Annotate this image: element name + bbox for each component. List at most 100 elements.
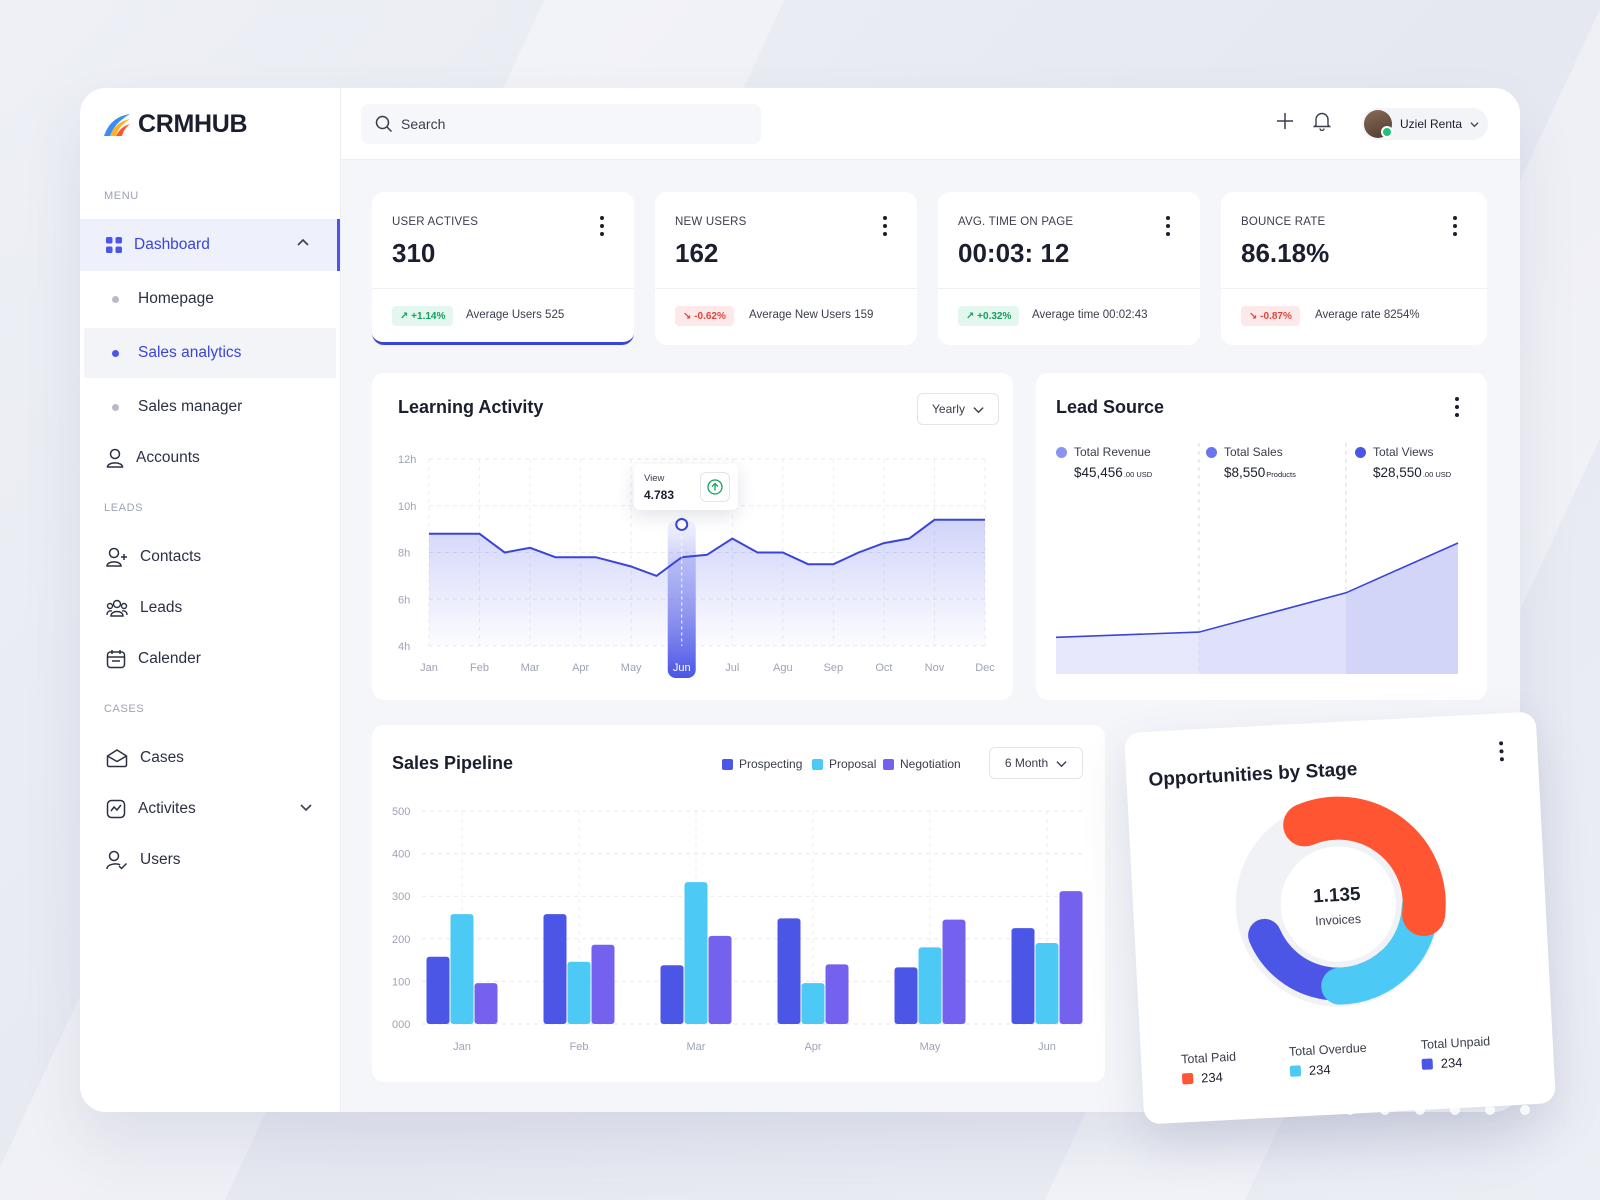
x-tick-label: Jun [673,662,691,674]
legend-swatch [1181,1072,1194,1085]
legend-dot [1355,446,1366,458]
sidebar-item-label: Dashboard [134,236,210,253]
brand-logo[interactable]: CRMHUB [102,110,248,139]
dropdown-value: Yearly [932,402,965,416]
period-dropdown[interactable]: 6 Month [989,747,1083,779]
more-options-icon[interactable] [883,216,887,236]
stat-label: AVG. TIME ON PAGE [958,216,1074,228]
bullet-icon [112,350,119,357]
more-options-icon[interactable] [1453,216,1457,236]
sidebar-item-label: Activites [138,800,196,817]
legend-item-proposal[interactable]: Proposal [812,757,876,771]
sidebar-item-cases[interactable]: Cases [80,732,340,784]
legend-label: Proposal [829,757,877,771]
y-tick-label: 6h [398,594,410,606]
trend-badge: ↘ -0.62% [675,306,734,326]
sales-pipeline-card: Sales Pipeline Prospecting Proposal Nego… [372,725,1105,1082]
y-tick-label: 400 [392,849,410,861]
legend-label: Total Sales [1224,445,1283,459]
app-window: CRMHUB MENU Dashboard Homepage Sales ana… [80,88,1520,1112]
more-options-icon[interactable] [600,216,604,236]
stat-footnote: Average Users 525 [466,309,565,321]
user-menu[interactable]: Uziel Renta [1362,108,1488,140]
opportunities-card: Opportunities by Stage 1.135 Invoices To… [1124,711,1556,1125]
bell-icon[interactable] [1313,111,1331,131]
sidebar-item-dashboard[interactable]: Dashboard [80,219,340,271]
x-tick-label: Apr [572,662,589,674]
activity-icon [106,799,126,819]
x-tick-label: Jan [420,662,438,674]
chart-tooltip: View 4.783 [634,464,738,510]
sidebar-subitem-homepage[interactable]: Homepage [84,274,336,324]
donut-center: 1.135 Invoices [1284,882,1390,929]
learning-activity-chart: 12h 10h 8h 6h 4h Jan Feb Mar Apr May Jun Jul Agu Sep O… [398,454,995,678]
stat-label: BOUNCE RATE [1241,216,1326,228]
series-line [1055,542,1459,639]
stat-footnote: Average rate 8254% [1315,309,1420,321]
sidebar-subitem-sales-manager[interactable]: Sales manager [84,382,336,432]
bar [942,919,966,1024]
sidebar-item-label: Calender [138,650,201,667]
stat-card-bounce-rate[interactable]: BOUNCE RATE 86.18% ↘ -0.87% Average rate… [1221,192,1487,345]
x-tick-label: May [621,662,642,674]
area-segment [1346,543,1458,674]
legend-swatch [812,758,823,770]
bar [591,944,615,1024]
stat-footnote: Average New Users 159 [749,309,874,321]
dropdown-value: 6 Month [1004,756,1049,770]
bullet-icon [112,404,119,411]
plus-icon[interactable] [1276,112,1294,130]
highlight-point [675,517,689,531]
more-options-icon[interactable] [1455,397,1459,417]
legend-label: Total Paid [1180,1049,1237,1067]
legend-item-prospecting[interactable]: Prospecting [722,757,802,771]
stat-card-user-actives[interactable]: USER ACTIVES 310 ↗ +1.14% Average Users … [372,192,634,345]
user-icon [106,448,124,468]
legend-item-negotiation[interactable]: Negotiation [883,757,961,771]
x-tick-label: Dec [975,662,995,674]
upload-button[interactable] [700,472,730,502]
calendar-icon [106,650,126,669]
sidebar-item-leads[interactable]: Leads [80,582,340,634]
user-check-icon [106,850,128,870]
bar [777,918,801,1024]
x-tick-label: Apr [804,1041,821,1053]
decorative-dots [1310,965,1530,1115]
sidebar-item-accounts[interactable]: Accounts [80,432,340,484]
sidebar-subitem-label: Homepage [138,290,214,307]
trend-badge: ↗ +1.14% [392,306,454,326]
sidebar-subitem-sales-analytics[interactable]: Sales analytics [84,328,336,378]
sidebar-item-activites[interactable]: Activites [80,783,340,835]
x-tick-label: Feb [570,1041,589,1053]
period-dropdown[interactable]: Yearly [917,393,999,425]
y-tick-label: 100 [392,976,410,988]
card-title: Lead Source [1056,397,1165,417]
sidebar-item-contacts[interactable]: Contacts [80,531,340,583]
x-tick-label: Feb [470,662,489,674]
legend-swatch [883,758,894,770]
stat-label: USER ACTIVES [392,216,479,228]
x-tick-label: Jan [453,1041,471,1053]
section-title-leads: LEADS [104,502,144,514]
bar [708,935,732,1024]
y-tick-label: 200 [392,934,410,946]
users-group-icon [106,599,128,617]
chevron-down-icon[interactable] [300,801,312,813]
sidebar-item-calender[interactable]: Calender [80,633,340,685]
stat-card-new-users[interactable]: NEW USERS 162 ↘ -0.62% Average New Users… [655,192,917,345]
search-input[interactable] [401,116,741,132]
bar [1011,928,1035,1024]
topbar: Uziel Renta [341,88,1520,160]
stat-card-avg-time[interactable]: AVG. TIME ON PAGE 00:03: 12 ↗ +0.32% Ave… [938,192,1200,345]
sidebar-item-label: Cases [140,749,184,766]
legend-dot [1206,446,1217,458]
chevron-up-icon[interactable] [297,237,309,249]
card-title: Learning Activity [398,397,544,417]
lead-source-item: Total Revenue $45,456.00 USD [1056,445,1152,480]
x-tick-label: Jun [1038,1041,1056,1053]
sidebar-item-users[interactable]: Users [80,834,340,886]
search-box[interactable] [361,104,761,144]
lead-source-item: Total Sales $8,550Products [1206,445,1296,480]
stat-value: 00:03: 12 [958,238,1070,268]
more-options-icon[interactable] [1166,216,1170,236]
